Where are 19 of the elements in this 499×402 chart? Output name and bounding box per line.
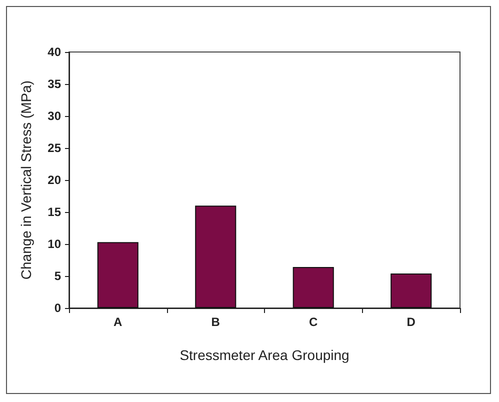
y-tick-label: 15 — [48, 205, 62, 219]
x-tick-label: A — [114, 315, 123, 329]
y-axis-title: Change in Vertical Stress (MPa) — [18, 80, 34, 280]
y-tick-label: 20 — [48, 173, 62, 187]
y-tick-label: 10 — [48, 237, 62, 251]
bar — [195, 206, 236, 308]
x-tick-label: C — [309, 315, 318, 329]
y-tick-label: 40 — [48, 45, 62, 59]
y-tick-label: 0 — [54, 301, 62, 315]
y-tick-label: 5 — [54, 269, 62, 283]
y-tick-label: 30 — [48, 109, 62, 123]
bar — [292, 267, 334, 308]
bar — [390, 273, 432, 308]
x-axis-title: Stressmeter Area Grouping — [180, 347, 350, 363]
bar — [97, 242, 138, 308]
y-tick-label: 35 — [48, 77, 62, 91]
x-tick-label: D — [406, 315, 416, 329]
y-tick-label: 25 — [48, 141, 62, 155]
x-tick-label: B — [211, 315, 220, 329]
